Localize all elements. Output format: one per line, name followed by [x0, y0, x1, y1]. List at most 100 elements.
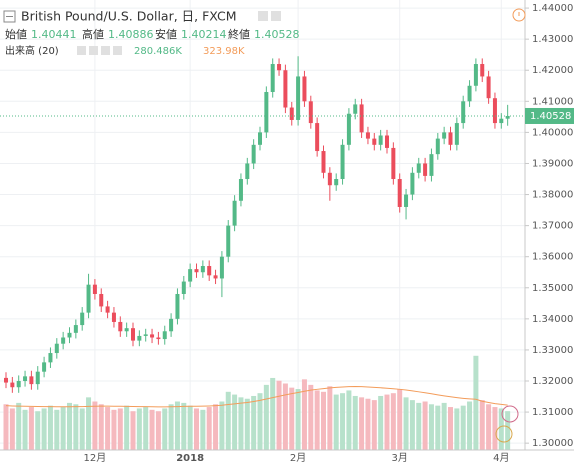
- volume-bar: [28, 407, 34, 450]
- volume-bar: [454, 408, 460, 450]
- volume-bar: [105, 407, 111, 450]
- volume-bar: [371, 400, 377, 450]
- volume-bar: [143, 407, 149, 450]
- event-icon[interactable]: [501, 405, 519, 423]
- volume-bar: [422, 401, 428, 450]
- volume-bar: [346, 390, 352, 450]
- volume-bar: [41, 408, 47, 450]
- candle-body: [35, 371, 40, 385]
- x-tick-label: 2018: [176, 453, 204, 464]
- volume-bar: [467, 401, 473, 450]
- volume-eye-icon[interactable]: [77, 46, 86, 55]
- candle-body: [378, 135, 383, 145]
- candle-body: [80, 312, 85, 326]
- eye-icon[interactable]: [258, 11, 268, 21]
- candle-body: [423, 163, 428, 176]
- volume-bar: [428, 404, 434, 450]
- y-tick-label: 1.43000: [532, 34, 573, 45]
- candle-body: [99, 293, 104, 307]
- volume-bar: [403, 397, 409, 450]
- close-value: 1.40528: [254, 28, 300, 41]
- candle-body: [302, 76, 307, 102]
- y-tick-label: 1.40000: [532, 127, 573, 138]
- y-tick-label: 1.31000: [532, 407, 573, 418]
- candle-body: [213, 275, 218, 279]
- y-tick-label: 1.36000: [532, 252, 573, 263]
- candle-body: [73, 325, 78, 333]
- volume-bar: [359, 397, 365, 450]
- volume-bar: [327, 386, 333, 450]
- last-price-label: 1.40528: [530, 111, 571, 122]
- volume-bar: [340, 393, 346, 450]
- candle-body: [23, 376, 28, 382]
- candle-body: [86, 284, 91, 313]
- candle-body: [480, 64, 485, 77]
- y-tick-label: 1.44000: [532, 3, 573, 14]
- candle-body: [410, 172, 415, 195]
- last-price-tag: [525, 107, 574, 124]
- volume-bar: [263, 384, 269, 450]
- candles: [0, 56, 525, 393]
- volume-bar: [181, 402, 187, 450]
- candle-body: [404, 194, 409, 207]
- candle-body: [448, 132, 453, 145]
- volume-bar: [257, 393, 263, 450]
- volume-bar: [162, 408, 168, 450]
- x-tick-label: 12月: [84, 452, 107, 464]
- volume-bar: [384, 394, 390, 450]
- volume-bar: [232, 394, 238, 450]
- volume-bar: [441, 402, 447, 450]
- candle-body: [226, 225, 231, 257]
- candle-body: [467, 85, 472, 102]
- volume-bar: [289, 387, 295, 450]
- settings-icon[interactable]: [271, 11, 281, 21]
- volume-bar: [219, 401, 225, 450]
- alert-icon[interactable]: [512, 8, 526, 22]
- volume-bar: [155, 411, 161, 450]
- candle-body: [143, 334, 148, 336]
- volume-bar: [174, 401, 180, 450]
- candle-body: [156, 337, 161, 340]
- volume-bar: [251, 395, 257, 450]
- volume-bar: [3, 404, 9, 450]
- volume-bar: [92, 401, 98, 450]
- volume-ma-line: [5, 386, 508, 408]
- candle-body: [219, 256, 224, 279]
- event-icon[interactable]: [495, 425, 513, 443]
- candle-body: [131, 328, 135, 341]
- y-tick-label: 1.39000: [532, 158, 573, 169]
- volume-bar: [238, 397, 244, 450]
- volume-settings-icon[interactable]: [89, 46, 98, 55]
- volume-close-icon[interactable]: [101, 46, 110, 55]
- x-tick-label: 4月: [493, 452, 509, 464]
- chart-title: British Pound/U.S. Dollar, 日, FXCM: [21, 9, 236, 24]
- candle-body: [492, 98, 497, 124]
- volume-bar: [117, 408, 123, 450]
- volume-ma-value: 323.98K: [203, 46, 245, 57]
- collapse-icon[interactable]: [3, 10, 16, 23]
- y-tick-label: 1.32000: [532, 376, 573, 387]
- candle-body: [435, 138, 440, 155]
- volume-bar: [308, 384, 314, 450]
- volume-bar: [479, 400, 485, 450]
- candle-body: [486, 76, 491, 99]
- candle-body: [327, 172, 332, 186]
- volume-more-icon[interactable]: [113, 46, 122, 55]
- volume-value: 280.486K: [134, 46, 182, 57]
- candle-body: [232, 200, 237, 226]
- volume-bar: [187, 405, 193, 450]
- candle-body: [207, 266, 212, 276]
- candle-body: [188, 269, 193, 282]
- volume-bar: [378, 395, 384, 450]
- x-tick-label: 2月: [290, 452, 306, 464]
- volume-label: 出来高 (20): [5, 44, 59, 57]
- y-tick-label: 1.30000: [532, 438, 573, 449]
- volume-bar: [67, 402, 72, 450]
- header: British Pound/U.S. Dollar, 日, FXCM 始値 1.…: [3, 8, 526, 443]
- volume-bar: [35, 411, 41, 450]
- candle-body: [461, 101, 466, 124]
- volume-bar: [390, 393, 396, 450]
- candle-body: [277, 64, 282, 71]
- candle-body: [124, 328, 129, 332]
- candle-body: [42, 362, 47, 372]
